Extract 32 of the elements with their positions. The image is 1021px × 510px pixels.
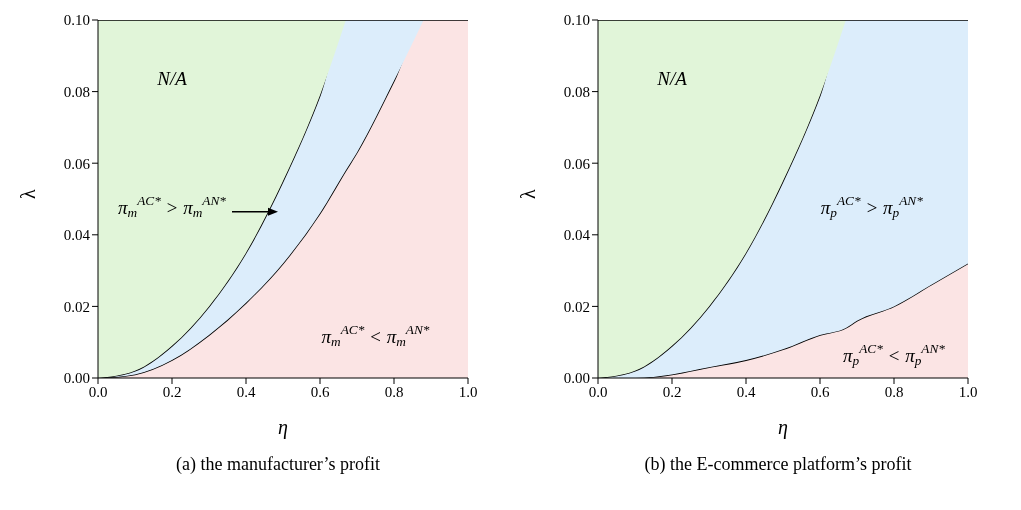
y-axis-title: λ [517,189,540,199]
x-tick-label: 0.4 [236,383,256,400]
text: (b) the E-commerce platform’s profit [643,454,913,475]
x-tick-label: 1.0 [458,383,478,400]
y-tick-label: 0.02 [563,298,590,315]
y-tick-label: 0.10 [63,12,90,29]
x-tick-label: 0.6 [810,383,830,400]
x-tick-label: 0.8 [384,383,404,400]
x-tick-label: 0.4 [736,383,756,400]
x-tick-label: 0.6 [310,383,330,400]
y-tick-label: 0.00 [563,370,590,387]
y-tick-label: 0.08 [563,83,590,100]
x-tick-label: 0.2 [662,383,682,400]
text: (a) the manufacturer’s profit [174,454,382,475]
y-tick-label: 0.10 [563,12,590,29]
annotation: N/A [656,68,688,90]
y-tick-label: 0.06 [563,155,591,172]
y-tick-label: 0.04 [63,227,91,244]
x-axis-title: η [278,416,289,439]
y-axis-title: λ [17,189,40,199]
x-axis-title: η [778,416,789,439]
x-tick-label: 1.0 [958,383,978,400]
x-tick-label: 0.2 [162,383,182,400]
y-tick-label: 0.00 [63,370,90,387]
x-tick-label: 0.0 [88,383,108,400]
annotation: N/A [156,68,188,90]
x-tick-label: 0.8 [884,383,904,400]
y-tick-label: 0.02 [63,298,90,315]
y-tick-label: 0.04 [563,227,591,244]
x-tick-label: 0.0 [588,383,608,400]
y-tick-label: 0.06 [63,155,91,172]
y-tick-label: 0.08 [63,83,90,100]
